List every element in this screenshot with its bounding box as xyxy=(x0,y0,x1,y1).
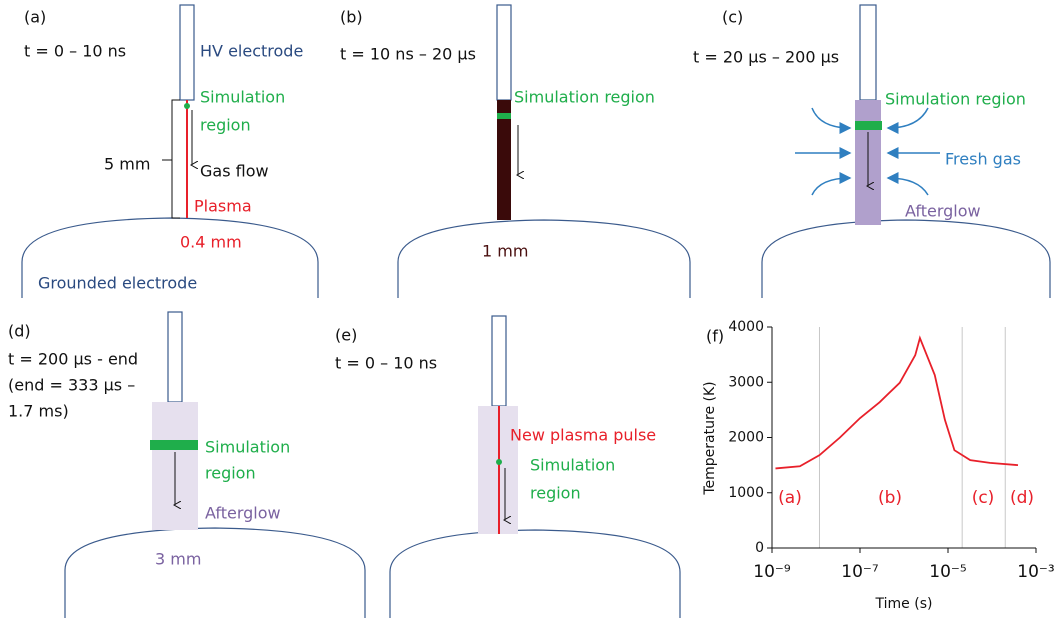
time: t = 0 – 10 ns xyxy=(24,42,126,61)
text: region xyxy=(200,116,251,135)
text: 1 mm xyxy=(482,242,528,261)
annotation: (a) xyxy=(778,488,802,508)
time: t = 10 ns – 20 µs xyxy=(340,45,476,64)
label: (d) xyxy=(8,322,31,341)
y-axis-label: Temperature (K) xyxy=(702,381,718,495)
time: t = 200 µs - end xyxy=(8,350,138,369)
text: region xyxy=(530,484,581,503)
chart: (f) Time (s) Temperature (K) 10⁻⁹ 10⁻⁷ 10⁻… xyxy=(702,319,1055,612)
label: (b) xyxy=(340,8,363,27)
x-tick-label: 10⁻⁷ xyxy=(841,562,879,582)
annotation: (d) xyxy=(1010,488,1034,508)
ground-electrode xyxy=(762,220,1050,298)
sim-region xyxy=(496,459,502,465)
line xyxy=(775,338,1018,468)
y-tick-label: 1000 xyxy=(728,485,764,501)
text: Afterglow xyxy=(205,504,281,523)
text: Grounded electrode xyxy=(38,274,197,293)
text: Simulation xyxy=(205,438,290,457)
label: (c) xyxy=(722,8,743,27)
time: (end = 333 µs – xyxy=(8,376,135,395)
text: New plasma pulse xyxy=(510,426,656,445)
text: Fresh gas xyxy=(945,150,1021,169)
time: t = 0 – 10 ns xyxy=(335,354,437,373)
time: t = 20 µs – 200 µs xyxy=(693,48,839,67)
panel-a: (a) t = 0 – 10 ns HV electrode Simulatio… xyxy=(22,5,318,298)
sim-region xyxy=(855,121,882,130)
y-tick-label: 3000 xyxy=(728,374,764,390)
hv-electrode xyxy=(860,5,876,100)
text: 3 mm xyxy=(155,550,201,569)
text: HV electrode xyxy=(200,42,303,61)
annotation: (b) xyxy=(878,488,902,508)
x-axis-label: Time (s) xyxy=(875,596,933,612)
sim-region xyxy=(150,440,198,450)
text: 5 mm xyxy=(104,155,150,174)
sim-region xyxy=(184,103,190,109)
panel-c: (c) t = 20 µs – 200 µs Simulation region… xyxy=(693,5,1050,298)
x-tick-label: 10⁻³ xyxy=(1017,562,1054,582)
label: (e) xyxy=(335,326,357,345)
ground-electrode xyxy=(390,530,680,618)
x-tick-label: 10⁻⁹ xyxy=(753,562,791,582)
text: Simulation xyxy=(530,456,615,475)
ground-electrode xyxy=(65,528,365,618)
panel-b: (b) t = 10 ns – 20 µs Simulation region … xyxy=(340,5,690,298)
hv-electrode xyxy=(497,5,511,100)
text: Simulation xyxy=(200,88,285,107)
text: Simulation region xyxy=(885,90,1026,109)
time: 1.7 ms) xyxy=(8,402,69,421)
ground-electrode xyxy=(398,220,690,298)
annotation: (c) xyxy=(972,488,995,508)
text: Afterglow xyxy=(905,202,981,221)
panel-d: (d) t = 200 µs - end (end = 333 µs – 1.7… xyxy=(8,312,365,618)
y-tick-label: 0 xyxy=(755,540,764,556)
label: (f) xyxy=(706,327,724,346)
text: 0.4 mm xyxy=(180,233,242,252)
y-tick-label: 4000 xyxy=(728,319,764,335)
bracket xyxy=(162,100,180,218)
text: Simulation region xyxy=(514,88,655,107)
hv-electrode xyxy=(492,316,506,406)
text: Plasma xyxy=(194,197,252,216)
panel-e: (e) t = 0 – 10 ns New plasma pulse Simul… xyxy=(335,316,680,618)
text: region xyxy=(205,464,256,483)
text: Gas flow xyxy=(200,162,269,181)
y-tick-label: 2000 xyxy=(728,430,764,446)
label: (a) xyxy=(24,8,46,27)
hv-electrode xyxy=(180,5,194,100)
sim-region xyxy=(497,113,511,119)
x-tick-label: 10⁻⁵ xyxy=(929,562,966,582)
figure: (a) t = 0 – 10 ns HV electrode Simulatio… xyxy=(0,0,1055,618)
hv-electrode xyxy=(168,312,182,402)
